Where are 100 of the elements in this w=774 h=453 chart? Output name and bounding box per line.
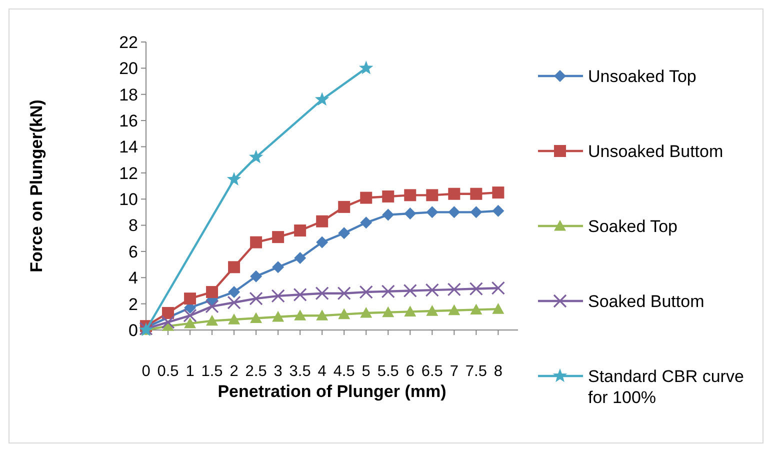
x-tick-label: 1: [186, 363, 194, 380]
point: [316, 236, 328, 248]
point: [183, 308, 197, 322]
point: [271, 289, 285, 303]
y-tick-label: 8: [128, 216, 138, 236]
point: [184, 292, 196, 305]
point: [403, 284, 417, 298]
legend-label: Unsoaked Top: [588, 66, 696, 86]
point: [360, 192, 372, 204]
point: [337, 286, 351, 300]
point: [338, 200, 350, 213]
point: [162, 306, 174, 319]
point: [227, 296, 241, 310]
y-tick-label: 4: [128, 268, 138, 288]
x-tick-label: 7: [450, 363, 458, 380]
point: [425, 283, 439, 297]
point: [206, 286, 218, 298]
point: [426, 305, 438, 316]
y-tick-label: 2: [128, 294, 138, 314]
x-tick-label: 8: [494, 363, 502, 380]
point: [470, 206, 482, 218]
y-tick-label: 16: [119, 111, 138, 130]
x-tick-label: 0: [142, 363, 151, 380]
legend-label: Unsoaked Buttom: [588, 142, 724, 161]
point: [205, 300, 219, 314]
point: [426, 206, 438, 218]
x-tick-label: 6: [406, 363, 414, 380]
legend-label: Soaked Buttom: [588, 292, 704, 311]
point: [316, 215, 328, 228]
point: [447, 282, 461, 296]
point: [184, 317, 196, 328]
point: [294, 224, 306, 237]
point: [448, 188, 460, 200]
point: [404, 306, 416, 316]
legend-label: Soaked Top: [588, 216, 678, 236]
point: [470, 188, 482, 200]
point: [382, 190, 394, 202]
x-tick-label: 2: [230, 363, 238, 380]
point: [248, 150, 264, 164]
x-tick-label: 4: [318, 363, 327, 380]
point: [294, 252, 306, 264]
x-tick-label: 2.5: [245, 363, 267, 380]
y-tick-label: 10: [119, 190, 138, 210]
point: [272, 231, 284, 244]
y-tick-label: 0: [128, 320, 138, 340]
point: [338, 227, 350, 240]
point: [315, 286, 329, 300]
point: [161, 315, 175, 329]
point: [381, 284, 395, 298]
point: [228, 286, 240, 298]
point: [316, 310, 328, 320]
point: [469, 282, 483, 296]
point: [426, 189, 438, 202]
y-tick-label: 20: [119, 59, 138, 78]
point: [382, 208, 394, 221]
point: [206, 314, 218, 326]
y-tick-label: 6: [128, 242, 138, 262]
point: [226, 172, 242, 186]
point: [294, 310, 306, 320]
x-tick-label: 1.5: [201, 363, 223, 380]
x-tick-label: 6.5: [421, 363, 443, 380]
point: [448, 206, 460, 218]
point: [272, 310, 284, 322]
y-tick-label: 14: [119, 138, 138, 157]
x-tick-label: 5.5: [377, 363, 399, 380]
point: [250, 312, 262, 324]
x-tick-label: 5: [362, 363, 370, 380]
x-tick-label: 7.5: [465, 363, 487, 380]
legend-label: Standard CBR curve for 100%: [588, 366, 744, 408]
point: [272, 261, 284, 274]
point: [360, 306, 372, 318]
y-axis-title: Force on Plunger(kN): [27, 100, 46, 272]
x-tick-label: 3.5: [289, 363, 311, 380]
point: [249, 292, 263, 306]
x-tick-label: 0.5: [157, 363, 179, 380]
y-tick-label: 12: [119, 164, 138, 183]
y-tick-label: 22: [119, 32, 138, 52]
x-axis-title: Penetration of Plunger (mm): [218, 382, 446, 401]
point: [250, 270, 262, 282]
point: [360, 216, 372, 229]
point: [359, 285, 373, 299]
point: [314, 92, 330, 106]
x-tick-label: 4.5: [333, 363, 355, 380]
x-tick-label: 3: [274, 363, 282, 380]
point: [382, 306, 394, 318]
point: [448, 304, 460, 316]
y-tick-label: 18: [119, 85, 138, 104]
point: [250, 236, 262, 248]
point: [491, 281, 505, 295]
point: [358, 60, 374, 74]
point: [492, 303, 504, 314]
point: [228, 261, 240, 274]
point: [470, 304, 482, 315]
point: [492, 186, 504, 199]
point: [293, 288, 307, 302]
point: [492, 204, 504, 217]
point: [404, 207, 416, 220]
point: [404, 189, 416, 202]
point: [338, 308, 350, 320]
point: [228, 314, 240, 324]
